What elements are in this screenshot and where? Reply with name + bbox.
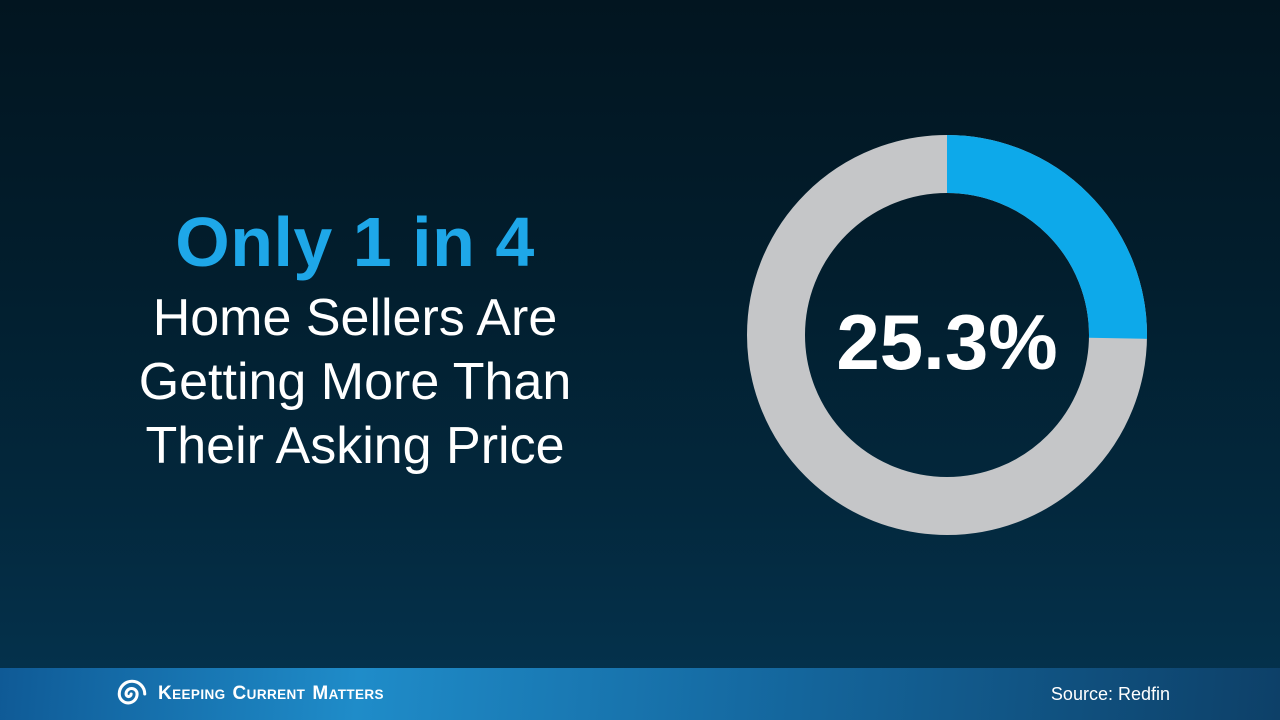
donut-center-label: 25.3%: [836, 297, 1058, 386]
brand-word-current: C URRENT: [233, 683, 306, 705]
kcm-swirl-icon: [117, 679, 147, 705]
headline: Only 1 in 4: [175, 203, 535, 281]
donut-chart: 25.3%: [747, 135, 1147, 535]
brand-word-rest: ATTERS: [328, 687, 384, 702]
subheadline-line-1: Home Sellers Are: [152, 289, 558, 347]
brand-word-initial: K: [158, 683, 173, 704]
source-label: Source: Redfin: [1050, 683, 1170, 704]
brand-wordmark: K EEPING C URRENT M ATTERS: [158, 683, 384, 705]
brand-word-initial: C: [232, 683, 247, 704]
brand-word-rest: URRENT: [246, 687, 306, 702]
headline-block: Only 1 in 4 Home Sellers Are Getting Mor…: [55, 200, 655, 478]
brand-word-initial: M: [312, 683, 329, 704]
brand-word-matters: M ATTERS: [312, 683, 384, 705]
footer-bar: K EEPING C URRENT M ATTERS Source: Redfin: [0, 668, 1280, 720]
brand-word-rest: EEPING: [172, 687, 226, 702]
subheadline-line-2: Getting More Than: [138, 353, 572, 411]
brand-word-keeping: K EEPING: [158, 683, 226, 705]
donut-value-arc: [747, 135, 1147, 535]
donut-chart-svg: [747, 135, 1147, 535]
brand-logo: K EEPING C URRENT M ATTERS: [115, 677, 384, 711]
subheadline: Home Sellers Are Getting More Than Their…: [55, 286, 655, 478]
subheadline-line-3: Their Asking Price: [145, 417, 565, 475]
